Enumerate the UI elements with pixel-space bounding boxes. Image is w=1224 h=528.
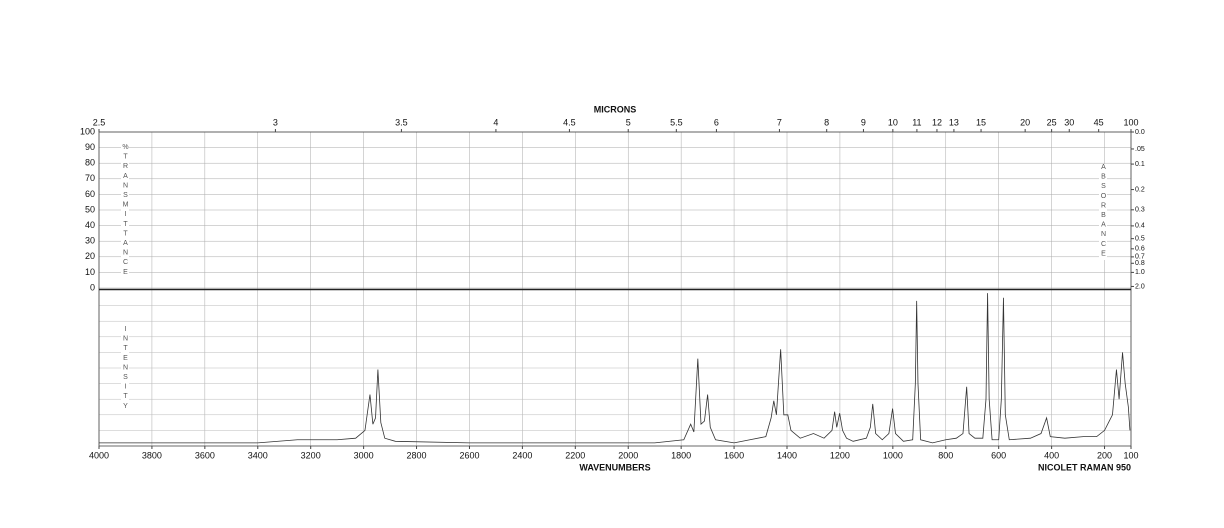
y-tick-label: 100 [80,126,95,136]
micron-tick-label: 25 [1047,117,1057,127]
y-tick-label: 70 [85,173,95,183]
x-tick-label: 100 [1123,450,1138,460]
instrument-label: NICOLET RAMAN 950 [1038,462,1131,472]
micron-tick-label: 45 [1094,117,1104,127]
transmittance-label: %TRANSMITTANCE [121,144,129,279]
x-tick-label: 2800 [407,450,427,460]
y-tick-label: 80 [85,158,95,168]
x-tick-label: 3000 [354,450,374,460]
micron-tick-label: 13 [949,117,959,127]
y-tick-label: 50 [85,204,95,214]
x-tick-label: 3600 [195,450,215,460]
absorbance-tick-label: 0.1 [1135,161,1145,168]
absorbance-tick-label: 0.0 [1135,129,1145,136]
y-tick-label: 90 [85,142,95,152]
x-tick-label: 1000 [883,450,903,460]
micron-tick-label: 12 [932,117,942,127]
x-tick-label: 3400 [248,450,268,460]
micron-tick-label: 15 [976,117,986,127]
x-tick-label: 800 [938,450,953,460]
x-tick-label: 2600 [459,450,479,460]
intensity-label: INTENSITY [121,326,129,413]
absorbance-tick-label: 0.5 [1135,236,1145,243]
micron-tick-label: 100 [1123,117,1138,127]
micron-tick-label: 7 [777,117,782,127]
x-tick-label: 1400 [777,450,797,460]
y-tick-label: 0 [90,282,95,292]
x-tick-label: 200 [1097,450,1112,460]
absorbance-tick-label: 0.3 [1135,207,1145,214]
y-tick-label: 20 [85,251,95,261]
absorbance-tick-label: .05 [1135,146,1145,153]
top-axis-title: MICRONS [594,104,637,114]
micron-tick-label: 11 [912,117,921,127]
x-tick-label: 3800 [142,450,162,460]
x-tick-label: 2200 [565,450,585,460]
micron-tick-label: 3.5 [395,117,408,127]
x-axis-title: WAVENUMBERS [579,462,650,472]
x-tick-label: 1200 [830,450,850,460]
micron-tick-label: 4.5 [563,117,576,127]
x-tick-label: 1800 [671,450,691,460]
micron-tick-label: 8 [824,117,829,127]
y-tick-label: 40 [85,220,95,230]
y-tick-label: 30 [85,236,95,246]
absorbance-tick-label: 1.0 [1135,269,1145,276]
micron-tick-label: 5 [626,117,631,127]
absorbance-tick-label: 0.4 [1135,223,1145,230]
micron-tick-label: 3 [273,117,278,127]
absorbance-tick-label: 2.0 [1135,283,1145,290]
absorbance-tick-label: 0.2 [1135,186,1145,193]
micron-tick-label: 5.5 [670,117,683,127]
x-tick-label: 400 [1044,450,1059,460]
absorbance-tick-label: 0.7 [1135,254,1145,261]
micron-tick-label: 9 [861,117,866,127]
y-tick-label: 10 [85,267,95,277]
x-tick-label: 600 [991,450,1006,460]
absorbance-tick-label: 0.6 [1135,246,1145,253]
x-tick-label: 2000 [618,450,638,460]
micron-tick-label: 30 [1064,117,1074,127]
micron-tick-label: 10 [888,117,898,127]
x-tick-label: 2400 [512,450,532,460]
absorbance-label: ABSORBANCE [1099,164,1107,260]
x-tick-label: 4000 [89,450,109,460]
micron-tick-label: 6 [714,117,719,127]
y-tick-label: 60 [85,189,95,199]
micron-tick-label: 4 [493,117,498,127]
x-tick-label: 3200 [301,450,321,460]
x-tick-label: 1600 [724,450,744,460]
absorbance-tick-label: 0.8 [1135,260,1145,267]
spectrum-line [99,293,1131,444]
micron-tick-label: 20 [1020,117,1030,127]
micron-tick-label: 2.5 [93,117,106,127]
